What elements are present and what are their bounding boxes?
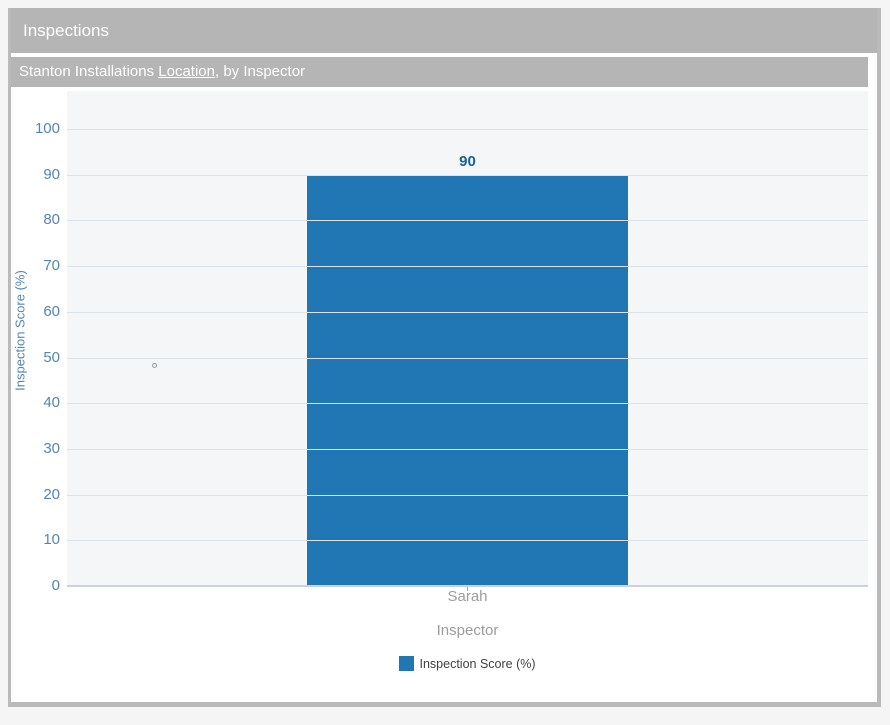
bar-sarah[interactable] bbox=[307, 174, 628, 586]
gridline-70 bbox=[67, 266, 868, 268]
gridline-60 bbox=[67, 311, 868, 313]
y-tick-label-10: 10 bbox=[43, 531, 60, 549]
gridline-50 bbox=[67, 357, 868, 359]
legend-item-inspection-score[interactable]: Inspection Score (%) bbox=[67, 656, 868, 671]
x-axis-title: Inspector bbox=[436, 622, 499, 639]
gridline-80 bbox=[67, 220, 868, 222]
y-tick-label-90: 90 bbox=[43, 165, 60, 183]
chart-subtitle-bar: Stanton Installations Location, by Inspe… bbox=[11, 57, 868, 87]
legend-label: Inspection Score (%) bbox=[419, 656, 536, 671]
inspections-panel: Inspections Stanton Installations Locati… bbox=[8, 8, 881, 707]
y-tick-label-60: 60 bbox=[43, 302, 60, 320]
y-tick-label-100: 100 bbox=[34, 120, 60, 137]
chart-subtitle-suffix: , by Inspector bbox=[214, 63, 306, 80]
legend-swatch-icon bbox=[399, 656, 415, 671]
gridline-90 bbox=[67, 174, 868, 176]
gridline-20 bbox=[67, 494, 868, 496]
y-tick-label-70: 70 bbox=[43, 257, 60, 275]
location-link[interactable]: Location bbox=[158, 63, 215, 80]
y-tick-label-30: 30 bbox=[43, 439, 60, 457]
x-axis-tick bbox=[467, 586, 468, 591]
gridline-100 bbox=[67, 129, 868, 130]
chart-subtitle-prefix: Stanton Installations bbox=[19, 63, 159, 80]
gridline-30 bbox=[67, 448, 868, 450]
y-tick-label-0: 0 bbox=[51, 577, 60, 594]
bar-chart: Inspection Score (%) 90 Sarah Inspector … bbox=[11, 87, 878, 703]
y-tick-label-50: 50 bbox=[43, 348, 60, 366]
y-tick-label-80: 80 bbox=[43, 211, 60, 229]
y-tick-label-20: 20 bbox=[43, 485, 60, 503]
gridline-10 bbox=[67, 540, 868, 542]
gridline-0 bbox=[67, 585, 868, 587]
gridline-40 bbox=[67, 403, 868, 405]
panel-title-text: Inspections bbox=[23, 21, 109, 40]
x-category-label: Sarah bbox=[447, 588, 488, 605]
y-tick-label-40: 40 bbox=[43, 394, 60, 412]
panel-title: Inspections bbox=[11, 8, 877, 53]
outlier-point bbox=[152, 363, 157, 368]
bar-value-label: 90 bbox=[459, 152, 476, 170]
